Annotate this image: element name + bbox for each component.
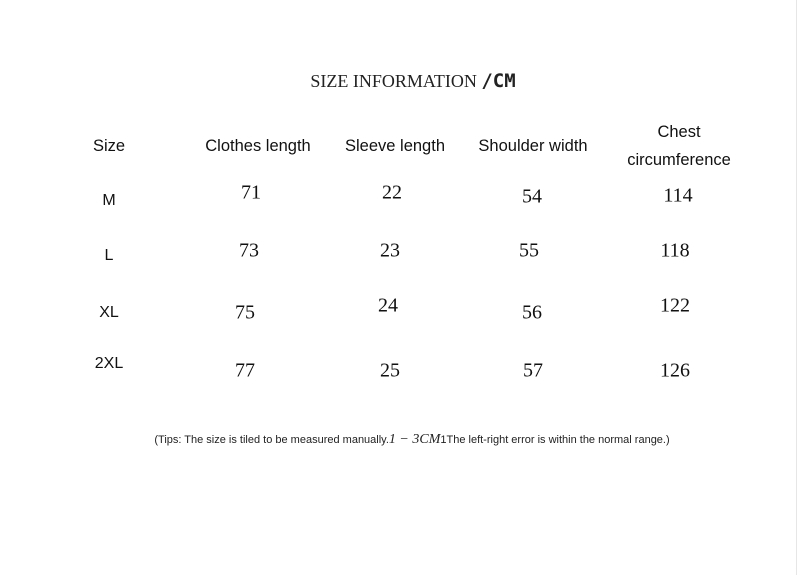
edge-line [796,0,797,575]
table-cell: 57 [523,359,543,382]
table-cell: 71 [241,181,261,204]
column-header: Clothes length [205,137,311,155]
tips-before: (Tips: The size is tiled to be measured … [154,434,389,446]
title-text: SIZE INFORMATION [310,71,482,91]
table-cell: 25 [380,359,400,382]
table-cell: 77 [235,359,255,382]
table-cell: 56 [522,301,542,324]
table-cell: 114 [663,184,693,207]
table-cell: 73 [239,239,259,262]
table-cell: 118 [660,239,690,262]
table-cell: 126 [660,359,690,382]
title-unit: /CM [481,70,516,92]
column-header: Size [92,137,126,155]
table-cell: 22 [382,181,402,204]
size-label: 2XL [94,355,124,372]
tips-after: 1The left-right error is within the norm… [440,434,670,446]
page-title: SIZE INFORMATION /CM [310,70,515,92]
size-label: L [104,247,114,264]
column-header: Chest circumference [627,123,731,169]
table-cell: 55 [519,239,539,262]
tips-note: (Tips: The size is tiled to be measured … [154,432,669,448]
column-header: Shoulder width [478,137,588,155]
size-label: XL [99,304,119,321]
tips-math: 1 − 3CM [388,432,441,447]
table-cell: 75 [235,301,255,324]
column-header: Sleeve length [345,137,445,155]
table-cell: 54 [522,185,542,208]
table-cell: 24 [378,294,398,317]
table-cell: 23 [380,239,400,262]
size-label: M [102,192,116,209]
table-cell: 122 [660,294,690,317]
